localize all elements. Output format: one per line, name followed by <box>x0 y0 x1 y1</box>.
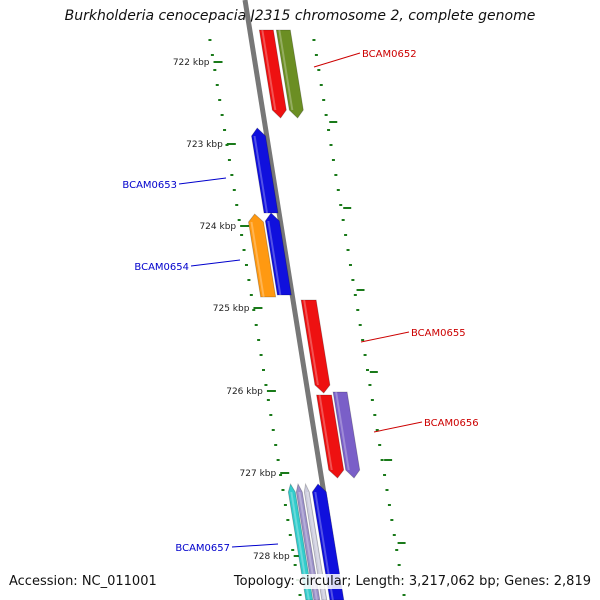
cyan-reverse-gene-shade <box>290 492 310 600</box>
map-title: Burkholderia cenocepacia J2315 chromosom… <box>64 8 536 24</box>
ruler-label: 727 kbp <box>240 469 277 479</box>
olive-forward-gene-shade <box>278 30 294 110</box>
purple-forward-gene <box>332 391 361 479</box>
olive-forward-gene <box>275 29 304 119</box>
gene-leader-line <box>178 177 227 185</box>
red-forward-gene-shade <box>303 300 319 385</box>
cyan-reverse-gene <box>287 482 314 600</box>
gene-label: BCAM0653 <box>122 180 177 191</box>
red-forward-gene-shade <box>261 30 277 110</box>
blue-reverse-gene-shade <box>314 492 334 600</box>
gene-leader-line <box>360 331 410 343</box>
red-forward-gene <box>316 394 345 479</box>
ruler-label: 725 kbp <box>213 304 250 314</box>
orange-reverse-gene <box>248 213 277 298</box>
gene-label: BCAM0657 <box>175 543 230 554</box>
gene-label: BCAM0654 <box>134 262 189 273</box>
lavender-reverse-gene <box>295 482 321 600</box>
ruler-label: 723 kbp <box>186 140 223 150</box>
orange-reverse-gene-shade <box>250 222 265 297</box>
gene-leader-line <box>373 421 423 433</box>
blue-reverse-gene-shade <box>267 221 282 295</box>
gene-label: BCAM0656 <box>424 418 479 429</box>
gene-leader-line <box>190 259 241 267</box>
ruler-label: 726 kbp <box>226 387 263 397</box>
lavender-reverse-gene-shade <box>298 492 318 600</box>
white-reverse-gene-shade <box>306 492 326 600</box>
ruler-label: 728 kbp <box>253 552 290 562</box>
blue-reverse-gene <box>264 212 292 296</box>
red-forward-gene <box>258 29 287 119</box>
gene-label: BCAM0652 <box>362 49 417 60</box>
purple-forward-gene-shade <box>335 392 350 470</box>
gene-leader-line <box>313 52 361 68</box>
blue-reverse-gene <box>311 483 345 600</box>
accession-text: Accession: NC_011001 <box>9 574 157 589</box>
gene-label: BCAM0655 <box>411 328 466 339</box>
red-forward-gene <box>300 299 331 394</box>
blue-reverse-gene-shade <box>253 136 269 213</box>
white-reverse-gene <box>303 482 328 600</box>
ruler-label: 722 kbp <box>173 58 210 68</box>
genome-summary-text: Topology: circular; Length: 3,217,062 bp… <box>233 574 591 589</box>
gene-leader-line <box>231 543 279 548</box>
red-forward-gene-shade <box>318 395 333 470</box>
ruler-label: 724 kbp <box>199 222 236 232</box>
